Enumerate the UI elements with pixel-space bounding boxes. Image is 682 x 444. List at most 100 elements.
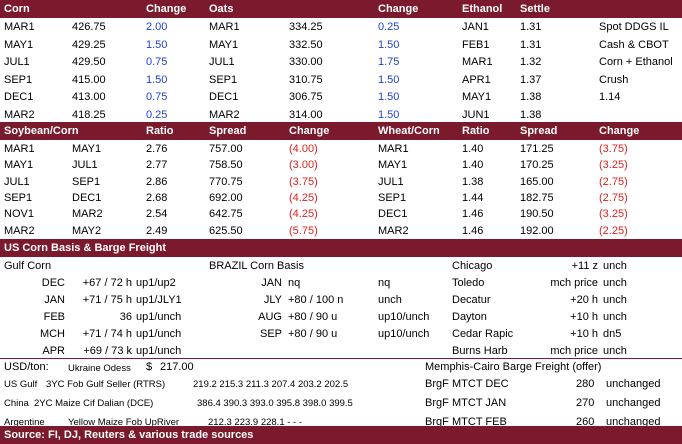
gulf-change: up1/up2 xyxy=(136,277,176,289)
interior-basis: +10 h xyxy=(570,311,598,323)
interior-basis: mch price xyxy=(550,345,598,357)
ethanol-month: JUN1 xyxy=(462,108,490,121)
basis-title: US Corn Basis & Barge Freight xyxy=(4,242,166,254)
wheat-change: (3.25) xyxy=(599,159,628,172)
corn-change: 0.75 xyxy=(146,56,168,68)
interior-location: Decatur xyxy=(452,294,491,306)
wheat-month: MAR1 xyxy=(378,143,409,155)
ethanol-settle: 1.31 xyxy=(520,21,542,33)
wheat-ratio: 1.46 xyxy=(462,224,484,237)
interior-change: unch xyxy=(603,311,627,323)
corn-month: DEC1 xyxy=(4,91,34,103)
column-header: Change xyxy=(599,125,640,137)
interior-basis: +20 h xyxy=(570,294,598,306)
oats-change: 0.25 xyxy=(378,21,400,33)
wheat-spread: 170.25 xyxy=(520,159,554,172)
interior-basis: +10 h xyxy=(570,328,598,340)
spread-header xyxy=(0,122,682,140)
ethanol-month: MAY1 xyxy=(462,91,492,103)
gulf-basis: +71 / 75 h xyxy=(82,294,132,306)
ddgs-text: 1.14 xyxy=(599,91,621,103)
barge-change: unchanged xyxy=(606,378,661,390)
gulf-month: MCH xyxy=(39,328,65,340)
barge-month: MTCT FEB xyxy=(452,416,507,428)
oats-month: MAY1 xyxy=(209,38,239,51)
ethanol-settle: 1.38 xyxy=(520,108,542,121)
oats-price: 306.75 xyxy=(289,91,323,103)
column-header: Corn xyxy=(4,3,30,15)
soy-month-1: NOV1 xyxy=(4,208,34,221)
wheat-spread: 182.75 xyxy=(520,191,554,204)
gulf-change: up1/JLY1 xyxy=(136,294,182,306)
brazil-month: AUG xyxy=(258,311,282,323)
barge-change: unchanged xyxy=(606,416,661,428)
corn-change: 0.25 xyxy=(146,108,168,121)
soy-change: (3.00) xyxy=(289,159,318,172)
interior-change: unch xyxy=(603,277,627,289)
gulf-basis: 36 xyxy=(119,311,132,323)
basis-header xyxy=(0,239,682,257)
gulf-change: up1/unch xyxy=(136,328,182,340)
column-header: Wheat/Corn xyxy=(378,125,440,137)
wheat-spread: 165.00 xyxy=(520,175,554,188)
odessa-price: 217.00 xyxy=(160,361,194,373)
gulf-month: JAN xyxy=(44,294,65,306)
column-header: Spread xyxy=(520,125,558,137)
corn-price: 418.25 xyxy=(72,108,106,121)
soy-spread: 757.00 xyxy=(209,143,243,155)
oats-change: 1.50 xyxy=(378,91,400,103)
column-header: Soybean/Corn xyxy=(4,125,79,137)
wheat-change: (3.25) xyxy=(599,208,628,221)
corn-month: SEP1 xyxy=(4,73,33,86)
column-header: Settle xyxy=(520,3,550,15)
brazil-change: unch xyxy=(378,294,402,306)
ethanol-settle: 1.32 xyxy=(520,56,542,68)
corn-month: MAR2 xyxy=(4,108,35,121)
soy-month-1: JUL1 xyxy=(4,175,30,188)
ddgs-text: Corn + Ethanol xyxy=(599,56,673,68)
soy-month-2: MAY1 xyxy=(72,143,102,155)
oats-change: 1.75 xyxy=(378,56,400,68)
soy-change: (4.00) xyxy=(289,143,318,155)
brazil-basis: nq xyxy=(288,277,301,289)
oats-price: 334.25 xyxy=(289,21,323,33)
interior-location: Cedar Rapic xyxy=(452,328,514,340)
ethanol-month: JAN1 xyxy=(462,21,489,33)
soy-spread: 625.50 xyxy=(209,224,243,237)
corn-month: JUL1 xyxy=(4,56,30,68)
interior-location: Dayton xyxy=(452,311,487,323)
column-header: Change xyxy=(146,3,187,15)
barge-code: BrgF xyxy=(425,378,449,390)
soy-spread: 642.75 xyxy=(209,208,243,221)
column-header: Ratio xyxy=(146,125,174,137)
column-header: Ethanol xyxy=(462,3,503,15)
export-origin: Argentine xyxy=(4,417,45,428)
wheat-ratio: 1.46 xyxy=(462,208,484,221)
oats-change: 1.50 xyxy=(378,38,400,51)
soy-ratio: 2.49 xyxy=(146,224,168,237)
usd-label: USD/ton: xyxy=(4,361,49,373)
interior-location: Burns Harb xyxy=(452,345,508,357)
barge-month: MTCT JAN xyxy=(452,397,507,409)
soy-ratio: 2.68 xyxy=(146,191,168,204)
brazil-month: SEP xyxy=(259,328,282,340)
soy-change: (4.25) xyxy=(289,191,318,204)
gulf-basis: +69 / 73 k xyxy=(83,345,132,357)
soy-month-1: SEP1 xyxy=(4,191,33,204)
brazil-basis: +80 / 100 n xyxy=(288,294,344,306)
corn-price: 429.50 xyxy=(72,56,106,68)
export-desc: 2YC Maize Cif Dalian (DCE) xyxy=(34,398,154,409)
interior-basis: +11 z xyxy=(571,260,598,272)
oats-price: 314.00 xyxy=(289,108,323,121)
odessa-currency: $ xyxy=(146,361,153,373)
separator-line xyxy=(0,358,682,359)
export-origin: US Gulf xyxy=(4,379,38,390)
soy-month-2: SEP1 xyxy=(72,175,101,188)
gulf-month: FEB xyxy=(43,311,65,323)
wheat-change: (2.25) xyxy=(599,224,628,237)
interior-location: Toledo xyxy=(452,277,485,289)
brazil-change: up10/unch xyxy=(378,328,430,340)
corn-month: MAR1 xyxy=(4,21,35,33)
corn-price: 415.00 xyxy=(72,73,106,86)
brazil-change: nq xyxy=(378,277,391,289)
